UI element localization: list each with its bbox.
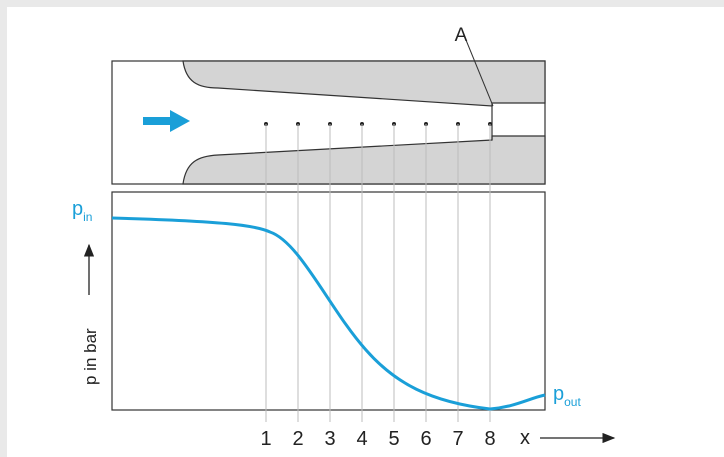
x-tick-label-8: 8 xyxy=(484,428,495,450)
x-tick-label-3: 3 xyxy=(324,428,335,450)
y-axis-label-group: p in bar xyxy=(81,328,100,385)
p-in-label: pin xyxy=(72,198,92,224)
p-out-label: pout xyxy=(553,383,581,409)
x-tick-label-6: 6 xyxy=(420,428,431,450)
lower-wall xyxy=(182,135,546,185)
upper-wall xyxy=(182,60,546,107)
x-axis-label: x xyxy=(520,427,530,449)
x-tick-label-5: 5 xyxy=(388,428,399,450)
nozzle-section: A xyxy=(111,25,546,185)
point-a-label: A xyxy=(455,25,468,46)
grid-lines xyxy=(265,124,491,422)
x-tick-label-4: 4 xyxy=(356,428,367,450)
x-tick-label-7: 7 xyxy=(452,428,463,450)
point-a-leader xyxy=(465,39,494,107)
x-tick-label-1: 1 xyxy=(260,428,271,450)
x-tick-label-2: 2 xyxy=(292,428,303,450)
right-arrow-icon xyxy=(143,110,190,132)
y-axis-label: p in bar xyxy=(81,328,100,385)
pressure-curve xyxy=(111,216,546,411)
